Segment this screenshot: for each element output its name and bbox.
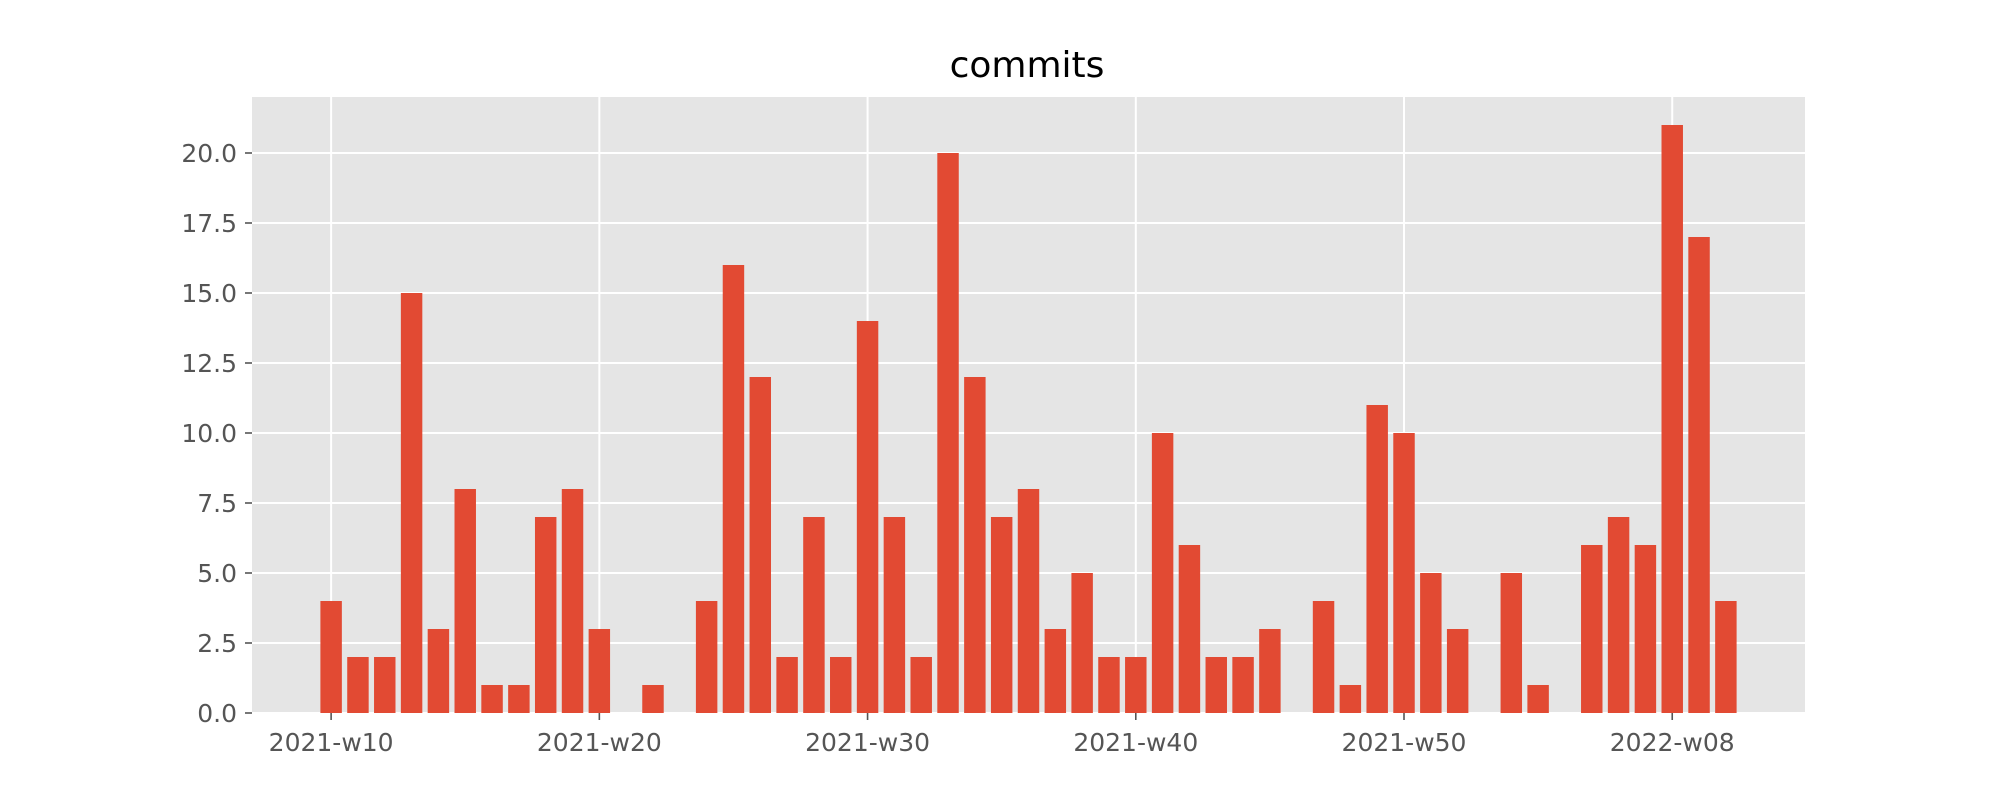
bar xyxy=(400,293,423,713)
y-tick-label: 7.5 xyxy=(197,489,237,518)
y-tick-label: 12.5 xyxy=(181,349,237,378)
bar xyxy=(990,517,1013,713)
bar xyxy=(1393,433,1415,713)
bar xyxy=(642,685,664,713)
bar xyxy=(1232,657,1254,713)
bar xyxy=(588,629,611,713)
bar xyxy=(1339,685,1362,713)
bar xyxy=(910,657,932,713)
bar xyxy=(830,657,852,713)
bar xyxy=(320,601,342,713)
bar xyxy=(454,489,476,713)
y-tick-label: 17.5 xyxy=(181,209,237,238)
y-tick-label: 10.0 xyxy=(181,419,237,448)
bar xyxy=(1312,601,1335,713)
bar xyxy=(1017,489,1040,713)
y-axis: 0.0 2.5 5.0 7.5 10.0 12.5 15.0 17.5 20.0 xyxy=(181,139,252,728)
bar xyxy=(1178,545,1201,713)
bar xyxy=(347,657,369,713)
x-tick-label: 2021-w30 xyxy=(805,728,930,757)
x-axis: 2021-w10 2021-w20 2021-w30 2021-w40 2021-w50… xyxy=(269,713,1735,757)
bar xyxy=(803,517,825,713)
bar xyxy=(1151,433,1174,713)
bar xyxy=(1688,237,1710,713)
x-tick-label: 2021-w40 xyxy=(1073,728,1198,757)
y-tick-label: 5.0 xyxy=(197,559,237,588)
bar xyxy=(1125,657,1147,713)
y-tick-label: 15.0 xyxy=(181,279,237,308)
bar xyxy=(964,377,986,713)
bar xyxy=(1527,685,1549,713)
bar xyxy=(481,685,503,713)
y-tick-label: 2.5 xyxy=(197,629,237,658)
bar xyxy=(534,517,557,713)
bar xyxy=(1071,573,1093,713)
bar xyxy=(427,629,450,713)
bar xyxy=(508,685,530,713)
bar xyxy=(722,265,745,713)
x-tick-label: 2021-w50 xyxy=(1342,728,1467,757)
chart-title: commits xyxy=(950,45,1105,86)
bar xyxy=(937,153,959,713)
bar xyxy=(1634,545,1657,713)
bar xyxy=(1581,545,1603,713)
bar xyxy=(374,657,396,713)
y-tick-label: 20.0 xyxy=(181,139,237,168)
y-tick-label: 0.0 xyxy=(197,699,237,728)
x-tick-label: 2022-w08 xyxy=(1610,728,1735,757)
bars xyxy=(320,125,1737,713)
bar xyxy=(883,517,906,713)
bar xyxy=(776,657,798,713)
bar xyxy=(749,377,772,713)
bar xyxy=(1446,629,1469,713)
bar xyxy=(1366,405,1388,713)
bar xyxy=(1044,629,1067,713)
bar xyxy=(695,601,718,713)
bar xyxy=(1259,629,1281,713)
bar xyxy=(561,489,584,713)
bar xyxy=(1607,517,1630,713)
x-tick-label: 2021-w10 xyxy=(269,728,394,757)
bar xyxy=(856,321,879,713)
bar xyxy=(1500,573,1523,713)
bar xyxy=(1205,657,1227,713)
bar xyxy=(1715,601,1737,713)
bar xyxy=(1420,573,1442,713)
bar xyxy=(1661,125,1683,713)
x-tick-label: 2021-w20 xyxy=(537,728,662,757)
bar xyxy=(1098,657,1120,713)
